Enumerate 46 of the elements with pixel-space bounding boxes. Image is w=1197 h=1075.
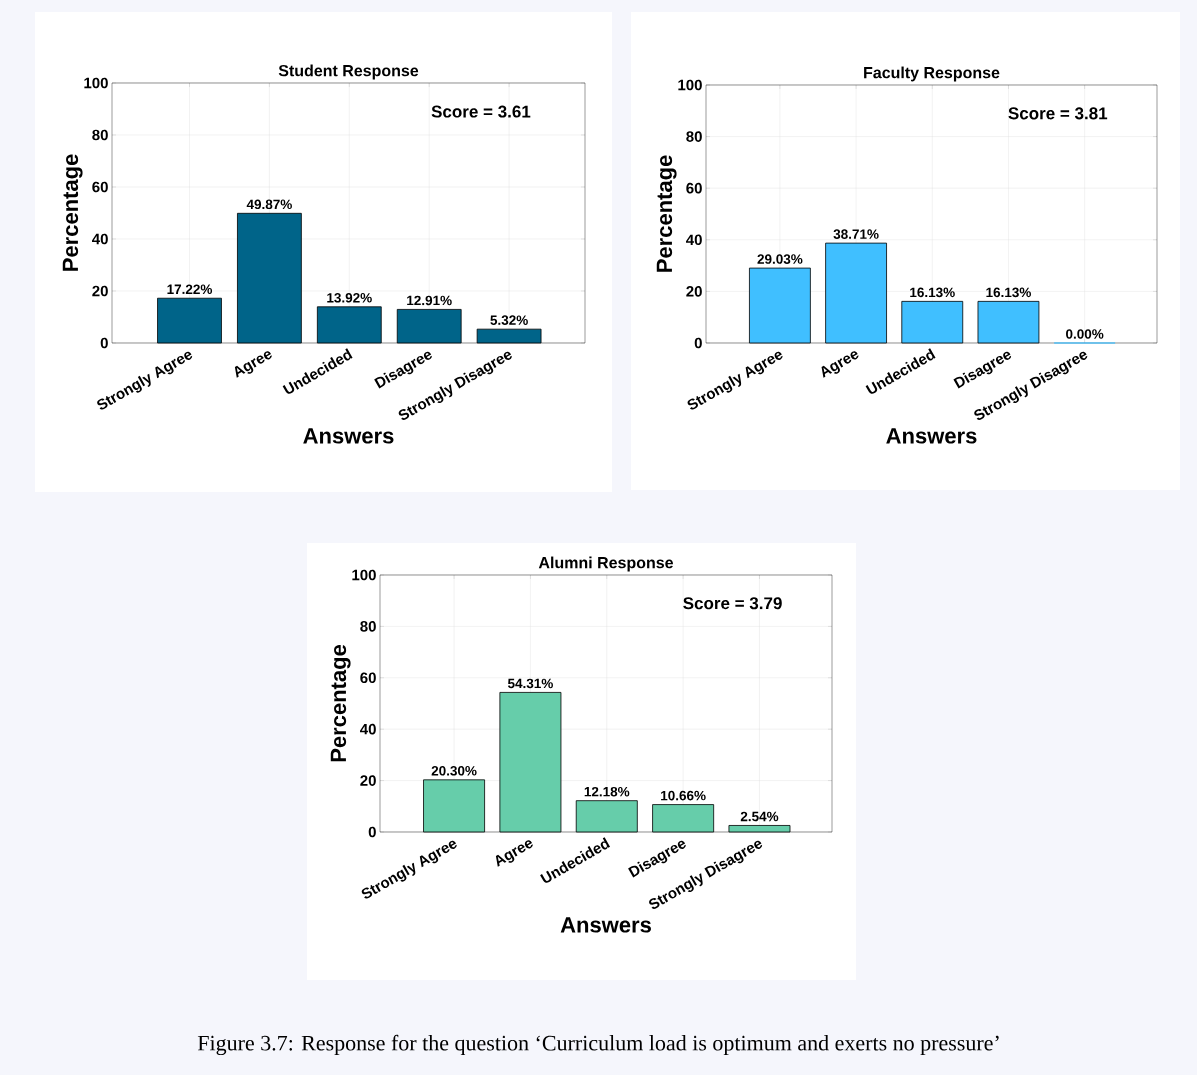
y-tick-label: 0 bbox=[100, 337, 108, 349]
y-tick-label: 60 bbox=[360, 672, 376, 684]
y-tick-label: 40 bbox=[686, 234, 702, 246]
data-label: 29.03% bbox=[757, 254, 803, 264]
chart-title: Student Response bbox=[278, 64, 419, 80]
data-label: 10.66% bbox=[661, 790, 706, 801]
data-label: 16.13% bbox=[986, 287, 1031, 298]
data-label: 38.71% bbox=[833, 229, 879, 239]
y-tick-label: 80 bbox=[686, 131, 702, 142]
caption: Figure 3.7: Response for the question ‘Curriculum load is optimum and exerts no pressure’ bbox=[197, 1034, 999, 1056]
y-tick-label: 60 bbox=[686, 182, 702, 194]
data-label: 16.13% bbox=[910, 287, 955, 298]
y-tick-label: 80 bbox=[92, 129, 108, 141]
y-tick-label: 40 bbox=[360, 723, 376, 735]
annotation: Score = 3.61 bbox=[431, 105, 531, 118]
data-label: 5.32% bbox=[490, 315, 528, 325]
x-axis-title: Answers bbox=[560, 917, 651, 933]
data-label: 20.30% bbox=[431, 766, 477, 776]
annotation: Score = 3.79 bbox=[683, 597, 782, 610]
data-label: 12.91% bbox=[407, 295, 452, 306]
y-axis-title: Percentage bbox=[656, 155, 677, 272]
data-label: 13.92% bbox=[327, 293, 372, 303]
y-tick-label: 60 bbox=[92, 181, 108, 193]
y-axis-title: Percentage bbox=[62, 154, 83, 271]
data-label: 12.18% bbox=[584, 786, 630, 797]
y-tick-label: 80 bbox=[360, 621, 376, 632]
y-tick-label: 40 bbox=[92, 233, 108, 245]
x-axis-title: Answers bbox=[886, 428, 977, 444]
data-label: 0.00% bbox=[1066, 329, 1104, 339]
annotation: Score = 3.81 bbox=[1008, 107, 1108, 120]
y-tick-label: 100 bbox=[352, 569, 376, 581]
chart-title: Alumni Response bbox=[538, 556, 674, 572]
x-axis-title: Answers bbox=[303, 428, 394, 444]
data-label: 2.54% bbox=[740, 811, 779, 822]
y-axis-title: Percentage bbox=[330, 644, 351, 762]
y-tick-label: 20 bbox=[360, 775, 376, 786]
y-tick-label: 100 bbox=[84, 77, 108, 89]
chart-title: Faculty Response bbox=[864, 66, 1000, 82]
data-label: 49.87% bbox=[246, 199, 292, 210]
y-tick-label: 100 bbox=[678, 79, 702, 91]
y-tick-label: 20 bbox=[686, 286, 702, 297]
data-label: 54.31% bbox=[507, 678, 553, 689]
y-tick-label: 0 bbox=[694, 337, 702, 349]
data-label: 17.22% bbox=[167, 284, 213, 295]
y-tick-label: 20 bbox=[92, 285, 108, 297]
y-tick-label: 0 bbox=[368, 826, 376, 838]
